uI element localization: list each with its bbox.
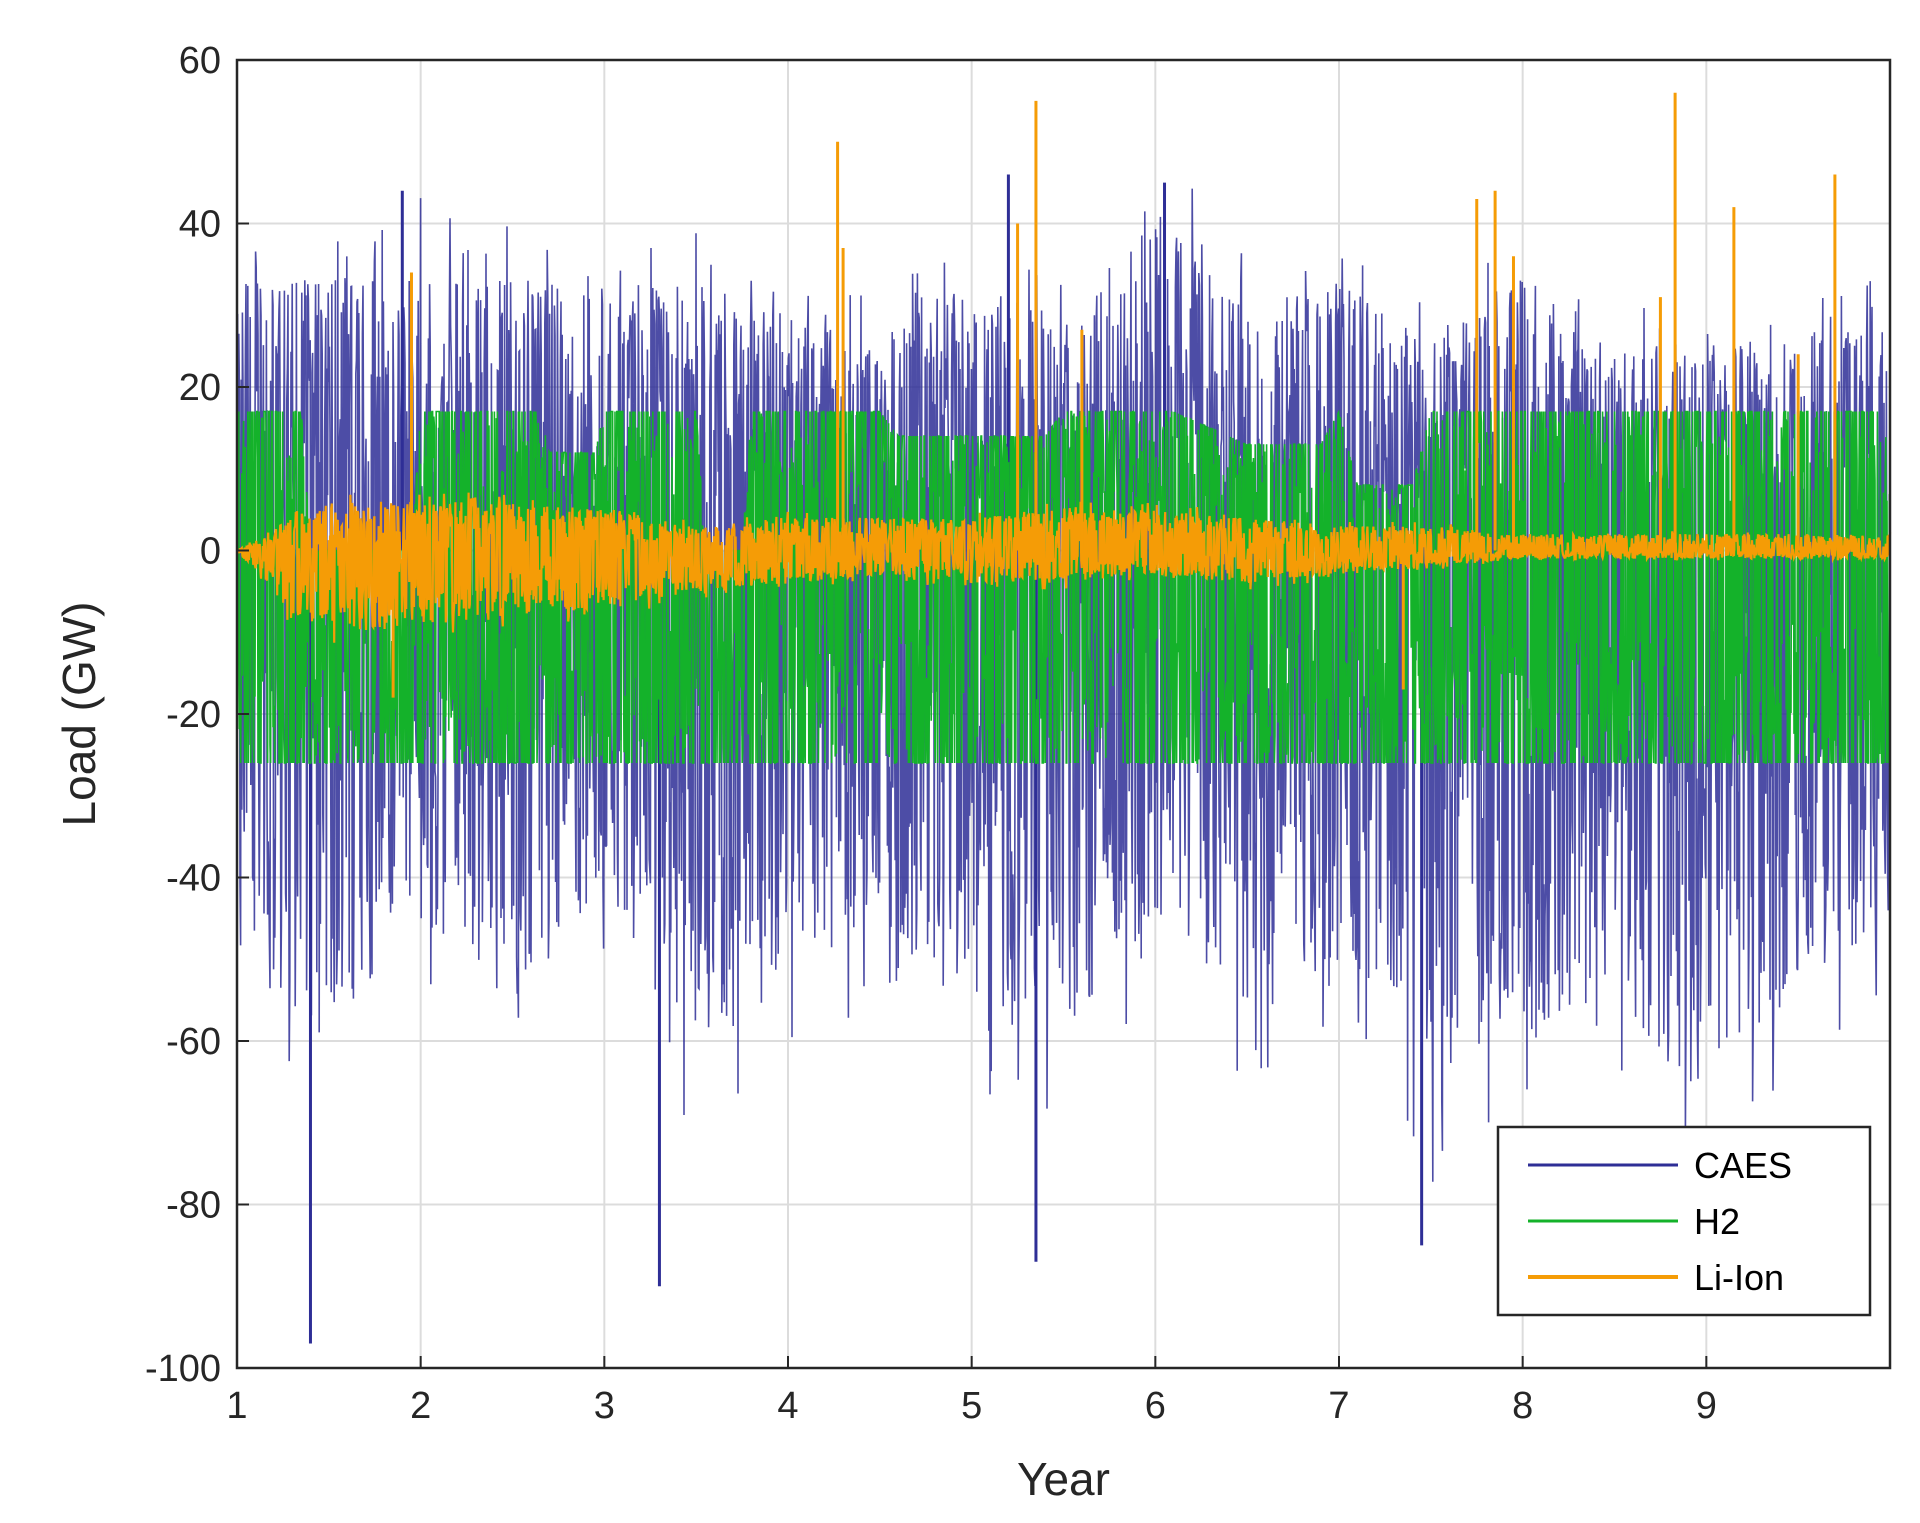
y-tick-label: -60 [166, 1021, 221, 1063]
x-tick-label: 1 [226, 1385, 247, 1427]
y-tick-label: 20 [179, 367, 221, 409]
legend: CAES H2 Li-Ion [1496, 1125, 1872, 1317]
series-li-ion [236, 92, 1892, 698]
x-tick-label: 3 [594, 1385, 615, 1427]
y-tick-label: -40 [166, 858, 221, 900]
series-line-li-ion [236, 492, 1892, 643]
legend-label-h2: H2 [1694, 1201, 1740, 1242]
series-line-h2 [236, 409, 1891, 766]
legend-label-li-ion: Li-Ion [1694, 1257, 1784, 1298]
y-tick-label: 40 [179, 204, 221, 246]
legend-label-caes: CAES [1694, 1145, 1792, 1186]
y-tick-label: -20 [166, 694, 221, 736]
tick-labels: 1 2 3 4 5 6 7 8 9 -100 -80 -60 -40 -20 0 20 40 60 [145, 40, 1717, 1427]
y-tick-label: 60 [179, 40, 221, 82]
series-h2 [236, 409, 1891, 766]
series-layer [236, 92, 1892, 1344]
x-tick-label: 9 [1696, 1385, 1717, 1427]
x-axis-title: Year [1017, 1453, 1110, 1505]
y-tick-label: -80 [166, 1185, 221, 1227]
y-tick-label: 0 [200, 531, 221, 573]
x-tick-label: 4 [777, 1385, 798, 1427]
x-tick-label: 2 [410, 1385, 431, 1427]
x-tick-label: 7 [1328, 1385, 1349, 1427]
y-tick-label: -100 [145, 1348, 221, 1390]
x-tick-label: 6 [1145, 1385, 1166, 1427]
y-axis-title: Load (GW) [53, 602, 105, 827]
x-tick-label: 5 [961, 1385, 982, 1427]
x-tick-label: 8 [1512, 1385, 1533, 1427]
